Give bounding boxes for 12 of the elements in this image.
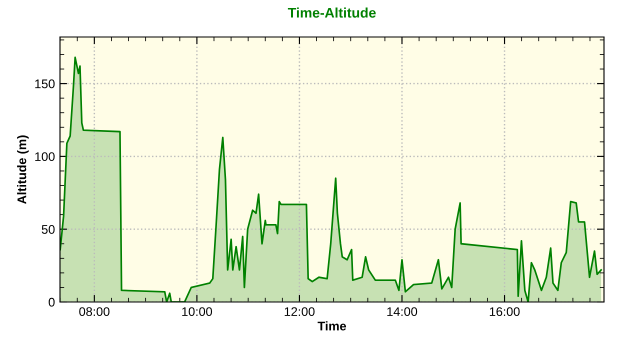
chart-title: Time-Altitude: [288, 7, 376, 18]
y-tick-label: 150: [35, 79, 55, 88]
x-tick-label: 16:00: [490, 307, 520, 316]
y-tick-label: 100: [35, 152, 55, 162]
x-tick-label: 10:00: [182, 307, 212, 316]
x-tick-label: 12:00: [284, 307, 315, 316]
y-tick-label: 0: [48, 298, 55, 307]
y-tick-label: 50: [42, 225, 55, 234]
x-tick-label: 14:00: [387, 307, 418, 316]
x-tick-label: 08:00: [79, 307, 110, 316]
x-axis-title: Time: [318, 321, 346, 330]
y-axis-title: Altitude (m): [17, 135, 29, 204]
